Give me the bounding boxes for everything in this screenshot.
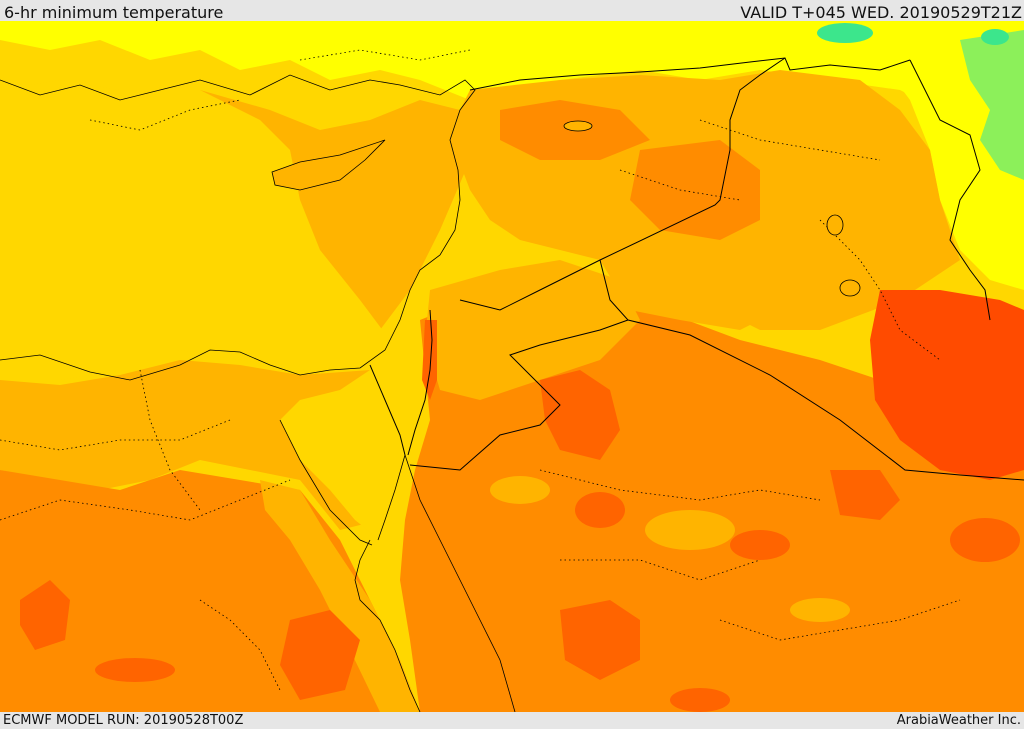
hot-spot-egypt-west [95,658,175,682]
jordan-saudi-border [409,259,629,471]
header-bar: 6-hr minimum temperature VALID T+045 WED… [0,0,1024,21]
lake-assad [563,120,593,132]
sinai-gold [280,370,420,540]
mediterranean-coastline [0,74,476,381]
mediterranean-gold [0,80,390,380]
lake-milh [839,279,861,297]
hot-spot-egypt [280,610,360,700]
red-sea-coastline-east [404,454,516,712]
valid-time-label: VALID T+045 WED. 20190529T21Z [740,3,1022,21]
hot-spot-southwest [20,580,70,650]
hot-spot-gulf-coast [950,518,1020,562]
green-patch-northeast [981,29,1009,45]
nile-amber-strip [260,480,420,712]
iraq-saudi-border [627,319,1024,481]
hot-spot-saudi-north [540,370,620,460]
iraq-iran-border [909,59,991,321]
hot-spot-north-saudi [575,492,625,528]
credit-label: ArabiaWeather Inc. [896,713,1021,728]
gulf-of-suez [279,419,373,546]
turkey-syria-border [469,57,911,91]
hot-spot-dead-sea [422,320,437,400]
green-patch-north [817,23,873,43]
northeast-green-region [960,30,1024,180]
temperature-map [0,21,1024,712]
egypt-israel-border [369,364,406,456]
cyprus [271,139,386,191]
model-run-label: ECMWF MODEL RUN: 20190528T00Z [3,713,244,728]
red-sea-coastline-west [354,539,421,712]
footer-bar: ECMWF MODEL RUN: 20190528T00Z ArabiaWeat… [0,712,1024,729]
amber-patch-arabia-3 [790,598,850,622]
hot-spot-east [830,470,900,520]
jordan-amber [425,260,640,400]
administrative-boundaries [0,49,961,691]
map-title: 6-hr minimum temperature [4,3,224,21]
hot-spot-saudi-central [560,600,640,680]
syria-iraq-border [459,57,786,311]
hot-spot-south-central [730,530,790,560]
amber-patch-arabia-2 [490,476,550,504]
iraq-amber-west [600,250,780,330]
amber-patch-arabia-1 [645,510,735,550]
israel-jordan-border [407,309,433,456]
hot-spot-iraq-south [870,290,1024,480]
hot-spot-southeast [670,688,730,712]
lake-tharthar [826,214,844,236]
gulf-of-aqaba [377,454,406,541]
